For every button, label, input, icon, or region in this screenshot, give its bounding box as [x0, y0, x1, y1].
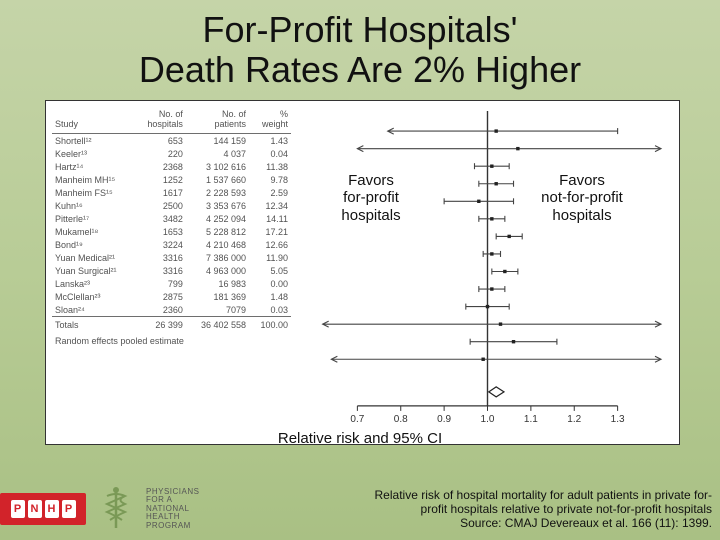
- study-table: StudyNo. of hospitalsNo. of patients% we…: [46, 101, 296, 444]
- svg-text:1.2: 1.2: [567, 414, 581, 425]
- svg-text:0.7: 0.7: [350, 414, 364, 425]
- forest-plot-figure: StudyNo. of hospitalsNo. of patients% we…: [45, 100, 680, 445]
- title-line-1: For-Profit Hospitals': [203, 9, 518, 50]
- svg-text:1.1: 1.1: [524, 414, 538, 425]
- source-caption: Relative risk of hospital mortality for …: [209, 488, 712, 530]
- pnhp-logo: PNHP: [0, 493, 86, 525]
- svg-text:0.8: 0.8: [394, 414, 408, 425]
- forest-plot: 0.7 0.8 0.9 1.0 1.1 1.2 1.3: [296, 101, 679, 444]
- x-axis-label: Relative risk and 95% CI: [0, 430, 720, 447]
- footer: PNHP PHYSICIANS FOR A NATIONAL HEALTH PR…: [0, 486, 712, 532]
- random-effects-label: Random effects pooled estimate: [52, 332, 291, 350]
- svg-text:1.3: 1.3: [611, 414, 625, 425]
- page-title: For-Profit Hospitals' Death Rates Are 2%…: [0, 0, 720, 97]
- pnhp-text: PHYSICIANS FOR A NATIONAL HEALTH PROGRAM: [146, 488, 199, 530]
- svg-text:1.0: 1.0: [481, 414, 495, 425]
- title-line-2: Death Rates Are 2% Higher: [139, 49, 581, 90]
- svg-text:0.9: 0.9: [437, 414, 451, 425]
- caduceus-icon: [96, 486, 136, 532]
